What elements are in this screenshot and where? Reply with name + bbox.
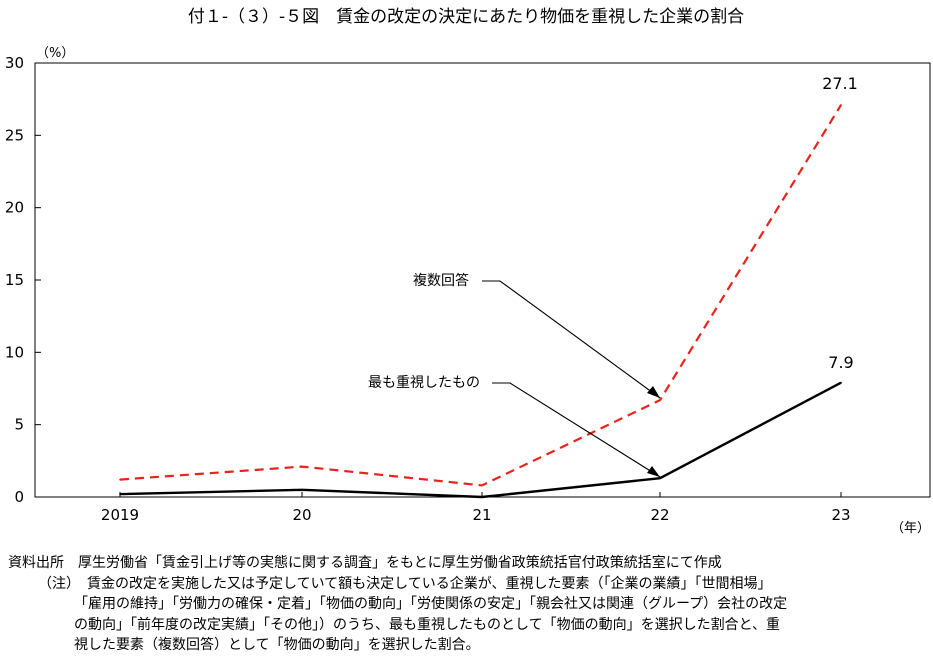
x-tick-label: 2019 [101, 506, 139, 524]
data-point [481, 484, 483, 487]
series-lines [119, 104, 842, 499]
data-point [119, 478, 121, 481]
source-note: 資料出所 厚生労働省「賃金引上げ等の実態に関する調査」をもとに厚生労働省政策統括… [8, 555, 722, 571]
data-point [481, 496, 483, 498]
plot-frame [34, 62, 931, 498]
series-line-most-important [119, 381, 842, 499]
x-axis-unit: （年） [891, 521, 930, 536]
x-tick-label: 23 [831, 506, 850, 524]
data-point [119, 493, 121, 495]
callout-arrow-most-important [492, 382, 661, 478]
callout-label-multiple: 複数回答 [413, 272, 469, 289]
callout-label-most-important: 最も重視したもの [368, 375, 480, 391]
data-point [840, 381, 842, 384]
data-label-most-important-2023: 7.9 [828, 353, 853, 372]
data-point [840, 104, 842, 106]
y-tick-label: 20 [5, 199, 24, 217]
x-tick-label: 21 [472, 506, 491, 524]
y-tick-label: 30 [5, 54, 24, 72]
y-tick-label: 0 [14, 488, 24, 506]
data-point [659, 399, 661, 401]
note-line-3: の動向」「前年度の改定実績」「その他」）のうち、最も重視したものとして「物価の動… [74, 616, 781, 633]
note-line-1: （注） 賃金の改定を実施した又は予定していて額も決定している企業が、重視した要素… [38, 575, 772, 592]
callout-arrowhead-most-important [647, 466, 660, 477]
series-line-multiple [119, 104, 842, 487]
data-label-multiple-2023: 27.1 [822, 74, 858, 93]
data-point [659, 477, 661, 479]
footnotes: 資料出所 厚生労働省「賃金引上げ等の実態に関する調査」をもとに厚生労働省政策統括… [8, 553, 928, 656]
data-point [301, 465, 303, 468]
chart-title: 付１-（３）-５図 賃金の改定の決定にあたり物価を重視した企業の割合 [188, 7, 744, 27]
note-line-2: 「雇用の維持」「労働力の確保・定着」「物価の動向」「労使関係の安定」「親会社又は… [74, 596, 788, 612]
note-line-4: 視した要素（複数回答）として「物価の動向」を選択した割合。 [74, 637, 480, 653]
y-axis-unit: （%） [36, 46, 74, 61]
y-tick-label: 5 [14, 416, 24, 434]
x-tick-label: 22 [650, 506, 669, 524]
line-chart: 付１-（３）-５図 賃金の改定の決定にあたり物価を重視した企業の割合 （%） （… [5, 7, 931, 536]
y-tick-label: 10 [5, 343, 24, 361]
y-tick-label: 25 [5, 126, 24, 144]
callout-arrow-multiple [482, 280, 661, 399]
y-tick-label: 15 [5, 271, 24, 289]
callout-arrowhead-multiple [647, 386, 660, 398]
y-axis-ticks: 0 5 10 15 20 25 30 [5, 54, 41, 506]
x-tick-label: 20 [292, 506, 311, 524]
data-point [301, 488, 303, 491]
